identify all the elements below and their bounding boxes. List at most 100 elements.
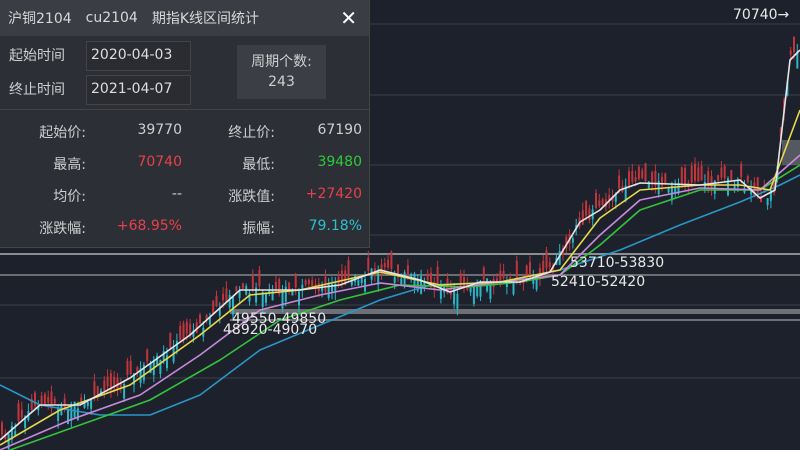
candle-body [631,171,634,183]
stat-value: 79.18% [308,218,362,234]
candle-body [476,283,479,297]
candle-body [218,307,221,316]
candle-body [331,284,333,292]
candle-body [347,260,350,278]
candle-body [793,36,795,52]
candle-body [311,280,314,287]
close-icon[interactable]: ✕ [340,6,357,30]
candle-body [614,194,617,202]
candle-body [294,274,297,288]
candle-body [301,284,304,291]
candle-body [641,170,644,179]
candle-body [281,291,284,309]
candle-body [357,279,360,286]
ma-pink-line [0,154,800,450]
candle-body [30,399,33,410]
candle-body [601,199,604,206]
start-time-input[interactable]: 2020-04-03 [86,41,191,71]
candle-body [340,270,343,283]
candle-body [139,368,142,383]
candle-body [146,349,149,362]
stat-label: 涨跌幅: [39,221,86,237]
candle-body [585,201,588,216]
candle-body [327,284,330,298]
candle-body [684,168,687,186]
candle-body [727,178,729,196]
candle-body [545,250,548,269]
candle-body [459,273,462,286]
period-count-value: 243 [268,74,295,90]
candle-body [406,265,409,278]
candle-body [565,236,568,249]
candle-body [515,260,518,278]
start-time-label: 起始时间 [9,48,65,64]
candle-body [482,267,485,280]
candle-body [439,286,442,299]
candle-body [337,276,340,284]
candle-body [750,187,753,195]
candle-body [334,283,337,293]
stat-label: 终止价: [228,125,275,141]
candle-body [760,196,762,203]
candle-body [103,380,106,391]
candle-body [159,359,162,374]
stat-label: 最低: [242,157,275,173]
candle-body [96,386,99,395]
candle-body [350,279,353,286]
stat-label: 涨跌值: [228,189,275,205]
stat-label: 均价: [53,189,86,205]
candle-body [268,289,271,294]
candle-body [746,175,749,183]
candle-body [248,293,251,302]
candle-body [618,175,621,189]
moving-averages [0,49,800,450]
candle-body [717,175,720,181]
candle-body [298,291,300,306]
candle-body [694,163,696,181]
candle-body [624,185,627,201]
candle-body [208,317,211,325]
candle-body [37,405,40,411]
candle-body [509,277,512,282]
candle-body [182,323,185,341]
title-name: 沪铜2104 [8,11,72,27]
candle-body [80,397,83,403]
candle-body [133,373,135,385]
candle-body [393,277,396,283]
stat-label: 振幅: [242,221,275,237]
dialog-title: 沪铜2104 cu2104 期指K线区间统计 [0,0,369,36]
candle-body [723,165,726,179]
ma-white-line [0,49,800,441]
candle-body [690,165,693,183]
candle-body [228,294,231,308]
candle-body [730,169,733,180]
title-code: cu2104 [85,10,138,26]
candle-body [251,275,254,289]
candle-body [654,170,657,186]
candle-body [47,396,50,403]
candle-body [634,177,637,182]
candle-body [57,407,60,421]
candle-body [383,263,386,268]
candle-body [76,408,79,420]
candle-body [697,167,700,182]
candle-body [472,286,475,304]
candle-body [307,279,310,285]
high-marker: 70740→ [733,7,790,23]
candle-body [637,166,640,180]
end-time-label: 终止时间 [9,82,65,98]
candle-body [274,282,277,293]
candle-body [119,382,122,388]
candle-body [502,270,505,279]
zone-label: 52410-52420 [551,274,646,290]
candle-body [10,426,13,440]
candle-body [519,278,522,284]
candle-body [390,251,393,269]
candle-body [185,321,188,334]
candle-body [149,363,152,374]
stat-value: +27420 [305,186,362,202]
candle-body [86,402,89,407]
candle-body [558,251,561,265]
end-time-input[interactable]: 2021-04-07 [86,75,191,105]
